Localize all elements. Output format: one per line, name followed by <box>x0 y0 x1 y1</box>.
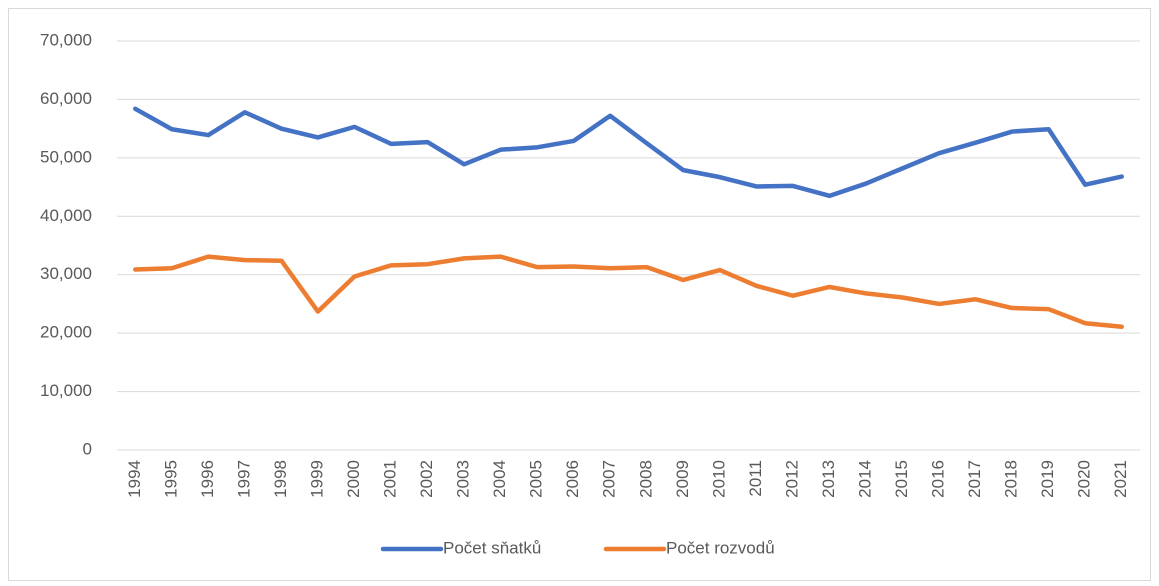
x-tick-label: 2020 <box>1075 460 1094 498</box>
x-tick-label: 2014 <box>855 460 874 498</box>
x-tick-label: 2019 <box>1038 460 1057 498</box>
y-tick-label: 10,000 <box>40 381 92 400</box>
x-tick-label: 2016 <box>929 460 948 498</box>
x-tick-label: 2011 <box>746 460 765 497</box>
x-tick-label: 2008 <box>636 460 655 498</box>
x-tick-label: 2009 <box>673 460 692 498</box>
x-tick-label: 1997 <box>234 460 253 498</box>
x-tick-label: 2013 <box>819 460 838 498</box>
y-tick-label: 60,000 <box>40 89 92 108</box>
series-line <box>133 254 1124 329</box>
y-tick-label: 70,000 <box>40 30 92 49</box>
y-tick-label: 30,000 <box>40 264 92 283</box>
x-tick-label: 1994 <box>125 460 144 498</box>
x-tick-label: 2000 <box>344 460 363 498</box>
legend-label: Počet rozvodů <box>666 538 775 557</box>
x-tick-label: 2004 <box>490 460 509 498</box>
x-tick-label: 2017 <box>965 460 984 498</box>
x-tick-label: 2018 <box>1002 460 1021 498</box>
x-tick-label: 2021 <box>1111 460 1130 498</box>
x-tick-label: 2015 <box>892 460 911 498</box>
chart-border <box>8 8 1151 581</box>
x-tick-label: 2012 <box>782 460 801 498</box>
series-line <box>133 106 1124 199</box>
y-tick-label: 0 <box>83 439 92 458</box>
x-tick-label: 2002 <box>417 460 436 498</box>
x-tick-label: 2005 <box>527 460 546 498</box>
x-tick-label: 1995 <box>161 460 180 498</box>
x-tick-label: 2001 <box>381 460 400 498</box>
x-tick-label: 2003 <box>454 460 473 498</box>
y-tick-label: 20,000 <box>40 323 92 342</box>
x-tick-label: 2010 <box>709 460 728 498</box>
x-tick-label: 1999 <box>307 460 326 498</box>
x-tick-label: 2006 <box>563 460 582 498</box>
x-tick-label: 2007 <box>600 460 619 498</box>
x-tick-label: 1996 <box>198 460 217 498</box>
y-tick-label: 40,000 <box>40 206 92 225</box>
y-tick-label: 50,000 <box>40 147 92 166</box>
legend-label: Počet sňatků <box>443 538 541 557</box>
x-tick-label: 1998 <box>271 460 290 498</box>
